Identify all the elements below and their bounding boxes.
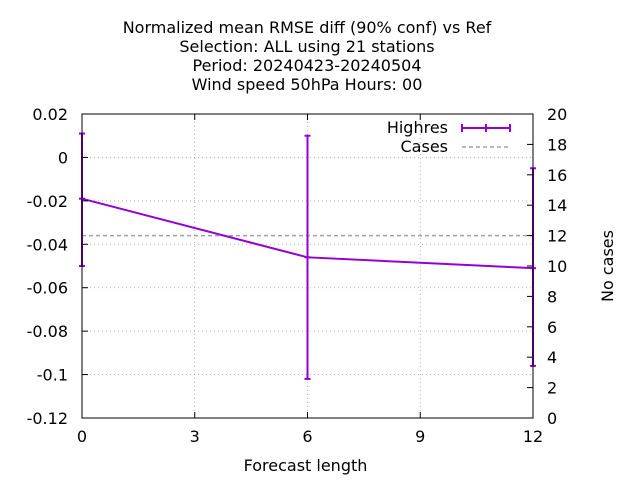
x-tick-label: 6	[302, 427, 312, 446]
y-tick-label: -0.06	[27, 279, 68, 298]
y2-tick-label: 4	[547, 348, 557, 367]
y2-tick-label: 6	[547, 318, 557, 337]
legend-label-cases: Cases	[401, 137, 449, 156]
y2-tick-label: 0	[547, 409, 557, 428]
x-axis-label: Forecast length	[244, 456, 368, 475]
y-tick-label: -0.04	[27, 235, 68, 254]
y-tick-label: -0.12	[27, 409, 68, 428]
y2-tick-label: 18	[547, 135, 567, 154]
x-tick-label: 9	[415, 427, 425, 446]
chart-title: Normalized mean RMSE diff (90% conf) vs …	[123, 18, 492, 94]
highres-series	[79, 132, 536, 380]
y2-tick-label: 20	[547, 105, 567, 124]
y-tick-label: 0	[58, 148, 68, 167]
y2-tick-label: 12	[547, 227, 567, 246]
title-line-3: Period: 20240423-20240504	[192, 56, 421, 75]
axes: 0.02 0 -0.02 -0.04 -0.06 -0.08 -0.1 -0.12 0 3 6 9 12…	[27, 105, 617, 475]
y-tick-label: -0.1	[37, 366, 68, 385]
y2-tick-label: 14	[547, 196, 567, 215]
y2-tick-label: 2	[547, 379, 557, 398]
title-line-1: Normalized mean RMSE diff (90% conf) vs …	[123, 18, 492, 37]
x-tick-label: 12	[523, 427, 543, 446]
y2-tick-label: 8	[547, 287, 557, 306]
title-line-2: Selection: ALL using 21 stations	[179, 37, 434, 56]
y2-tick-label: 16	[547, 166, 567, 185]
y2-tick-label: 10	[547, 257, 567, 276]
y-tick-label: -0.02	[27, 192, 68, 211]
x-tick-label: 3	[190, 427, 200, 446]
y-tick-label: 0.02	[32, 105, 68, 124]
title-line-4: Wind speed 50hPa Hours: 00	[192, 75, 423, 94]
highres-point	[304, 134, 311, 380]
legend-label-highres: Highres	[387, 118, 448, 137]
y2-axis-label: No cases	[598, 230, 617, 302]
x-tick-label: 0	[77, 427, 87, 446]
y-tick-label: -0.08	[27, 322, 68, 341]
